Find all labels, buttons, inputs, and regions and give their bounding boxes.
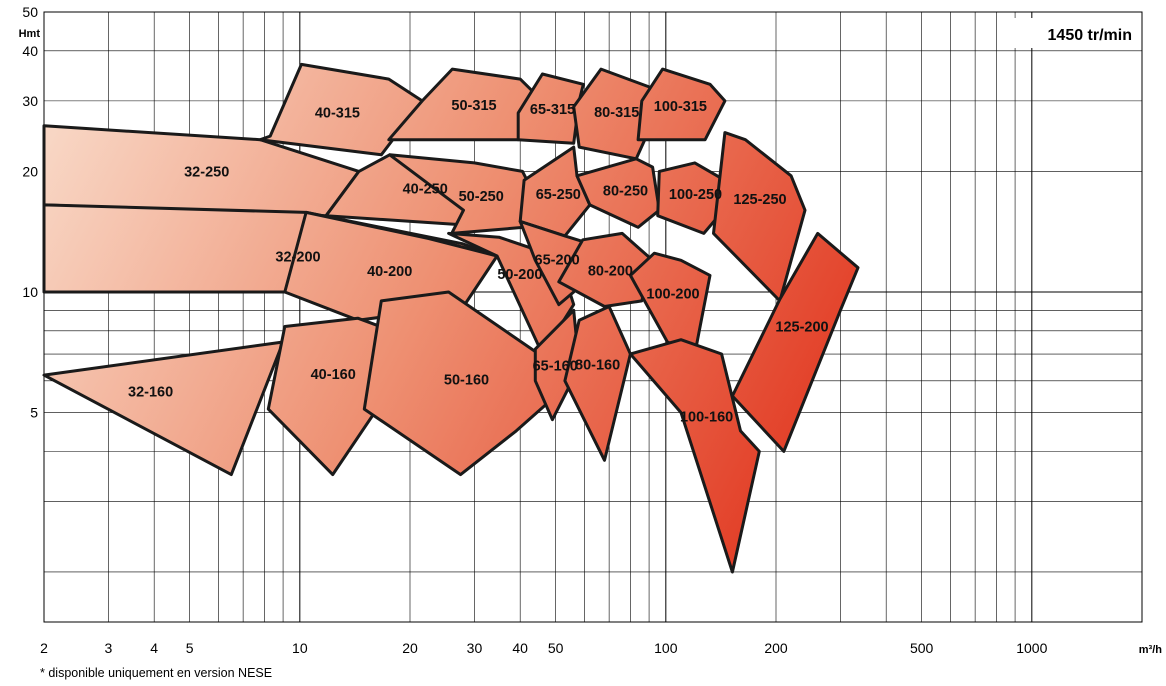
x-tick-label: 1000 xyxy=(1016,640,1047,656)
region-label: 50-160 xyxy=(444,373,489,389)
region-label: 32-250 xyxy=(184,165,229,181)
region-label: 65-250 xyxy=(536,187,581,203)
plot-frame xyxy=(43,11,1143,623)
region-label: 80-315 xyxy=(594,105,639,121)
footnote: * disponible uniquement en version NESE xyxy=(40,666,273,680)
pump-region-65-160 xyxy=(533,308,581,422)
region-label: 80-250 xyxy=(603,184,648,200)
x-tick-label: 40 xyxy=(512,640,528,656)
x-tick-label: 3 xyxy=(105,640,113,656)
speed-badge-bg xyxy=(1004,18,1140,48)
x-axis-label: m³/h xyxy=(1139,644,1163,656)
y-tick-label: 5 xyxy=(30,405,38,421)
region-label: 100-250 xyxy=(669,187,722,203)
y-tick-label: 20 xyxy=(22,163,38,179)
y-axis-label: Hmt xyxy=(19,28,41,40)
x-tick-label: 5 xyxy=(186,640,194,656)
region-label: 40-200 xyxy=(367,264,412,280)
region-label: 40-250 xyxy=(403,181,448,197)
region-label: 40-160 xyxy=(311,367,356,383)
pump-region-80-200 xyxy=(557,231,655,308)
x-tick-label: 10 xyxy=(292,640,308,656)
region-label: 32-200 xyxy=(275,250,320,266)
region-label: 100-160 xyxy=(680,409,733,425)
region-label: 80-160 xyxy=(575,357,620,373)
x-tick-label: 4 xyxy=(150,640,158,656)
region-label: 50-315 xyxy=(451,98,496,114)
x-tick-label: 30 xyxy=(467,640,483,656)
y-tick-label: 10 xyxy=(22,284,38,300)
y-tick-label: 40 xyxy=(22,43,38,59)
x-tick-label: 2 xyxy=(40,640,48,656)
axes: 2 3 4 5 10 20 30 40 50 100 200 500 100051020304050Hm… xyxy=(19,4,1163,656)
pump-region-50-160 xyxy=(362,290,558,477)
region-label: 65-160 xyxy=(533,358,578,374)
pump-region-80-160 xyxy=(563,305,632,462)
x-tick-label: 100 xyxy=(654,640,678,656)
y-tick-label: 50 xyxy=(22,4,38,20)
pump-region-125-250 xyxy=(712,131,807,303)
region-label: 65-200 xyxy=(535,253,580,269)
pump-regions xyxy=(42,62,860,574)
pump-region-100-315 xyxy=(636,67,727,142)
region-labels: 32-250 32-200 32-160 40-315 40-250 40-200 40-1… xyxy=(128,98,829,425)
x-tick-label: 200 xyxy=(764,640,788,656)
pump-region-32-160 xyxy=(42,340,285,477)
region-label: 32-160 xyxy=(128,385,173,401)
region-label: 100-200 xyxy=(646,286,699,302)
region-label: 100-315 xyxy=(654,99,707,115)
region-label: 125-250 xyxy=(733,192,786,208)
x-tick-label: 20 xyxy=(402,640,418,656)
x-tick-label: 500 xyxy=(910,640,934,656)
pump-region-100-160 xyxy=(628,338,761,574)
region-label: 50-200 xyxy=(497,267,542,283)
speed-badge: 1450 tr/min xyxy=(1048,27,1132,44)
region-label: 65-315 xyxy=(530,102,575,118)
pump-region-125-200 xyxy=(730,231,860,453)
pump-region-100-200 xyxy=(628,251,712,356)
region-label: 50-250 xyxy=(459,189,504,205)
region-label: 80-200 xyxy=(588,264,633,280)
y-tick-label: 30 xyxy=(22,93,38,109)
region-label: 40-315 xyxy=(315,106,360,122)
x-tick-label: 50 xyxy=(548,640,564,656)
region-label: 125-200 xyxy=(775,319,828,335)
